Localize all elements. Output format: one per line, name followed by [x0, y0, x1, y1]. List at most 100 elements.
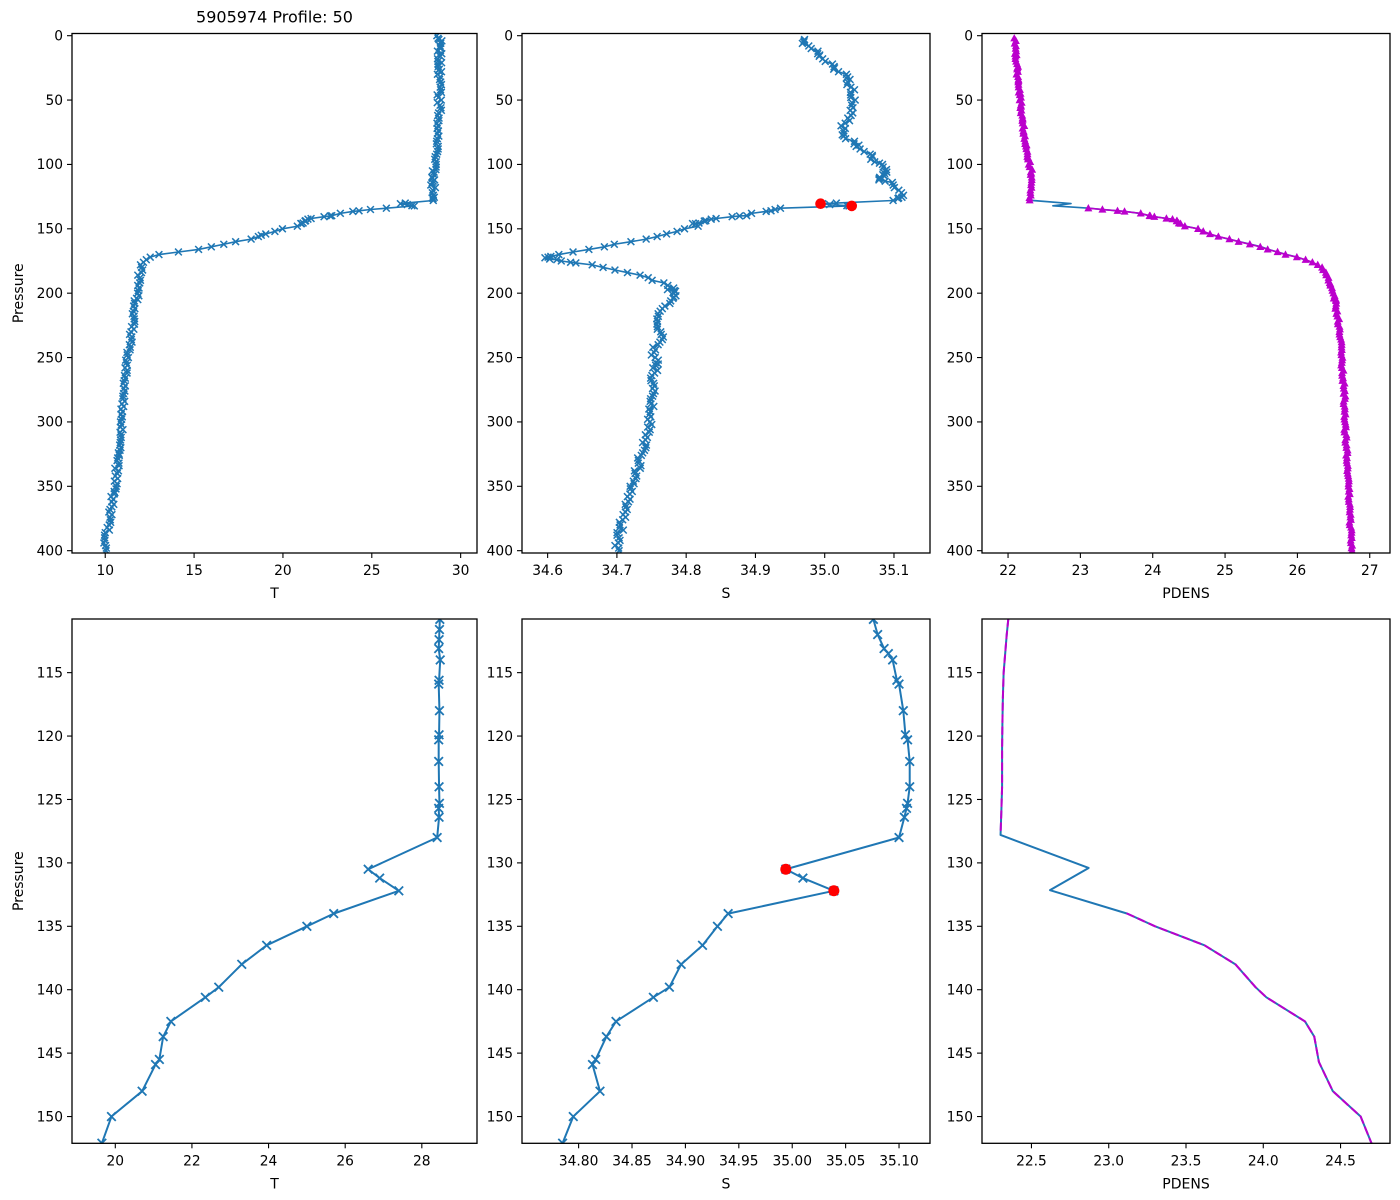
y-tick-label: 100 [487, 157, 513, 173]
x-tick-label: 24 [1144, 563, 1162, 579]
y-tick-label: 250 [487, 350, 513, 366]
x-tick-label: 25 [363, 563, 381, 579]
x-axis-label-salinity-full: S [722, 586, 731, 602]
x-tick-label: 34.80 [559, 1153, 599, 1169]
y-tick-label: 150 [37, 1109, 63, 1125]
series-qc-flagged-points-zoom [780, 863, 840, 897]
y-tick-label: 100 [947, 157, 973, 173]
y-tick-label: 0 [504, 28, 513, 44]
y-tick-label: 400 [947, 543, 973, 559]
x-tick-label: 22 [183, 1153, 201, 1169]
x-tick-label: 35.1 [879, 563, 910, 579]
y-tick-label: 130 [487, 856, 513, 872]
y-tick-label: 50 [45, 93, 63, 109]
y-tick-label: 125 [37, 792, 63, 808]
y-tick-label: 400 [37, 543, 63, 559]
y-tick-label: 130 [37, 856, 63, 872]
x-tick-label: 34.90 [666, 1153, 706, 1169]
subplot-pdens-full: 22 23 24 25 26 27 0 50 100 150 200 250 300 350 400 PDEN… [947, 28, 1391, 602]
y-axis-label-temperature-zoom: Pressure [11, 851, 27, 911]
y-tick-label: 350 [487, 479, 513, 495]
x-tick-label: 34.85 [612, 1153, 652, 1169]
x-axis-label-temperature-zoom: T [269, 1176, 279, 1192]
y-tick-label: 125 [947, 792, 973, 808]
x-tick-label: 15 [185, 563, 203, 579]
x-tick-label: 30 [452, 563, 470, 579]
x-axis-label-temperature-full: T [269, 586, 279, 602]
x-tick-label: 22.5 [1016, 1153, 1047, 1169]
subplot-temperature-zoom: 20 22 24 26 28 115 120 125 130 135 140 145 150 T Press… [11, 618, 478, 1192]
x-tick-label: 23.0 [1093, 1153, 1124, 1169]
y-tick-label: 250 [947, 350, 973, 366]
series-salinity-zoom-profile [557, 618, 915, 1144]
y-tick-label: 150 [947, 222, 973, 238]
y-tick-label: 300 [487, 415, 513, 431]
y-tick-label: 140 [947, 983, 973, 999]
x-tick-label: 35.10 [879, 1153, 919, 1169]
x-tick-label: 25 [1216, 563, 1234, 579]
x-tick-label: 35.0 [809, 563, 840, 579]
y-tick-label: 145 [37, 1046, 63, 1062]
y-tick-label: 120 [37, 729, 63, 745]
x-axis-label-pdens-zoom: PDENS [1162, 1176, 1210, 1192]
y-tick-label: 120 [947, 729, 973, 745]
x-tick-label: 34.9 [740, 563, 771, 579]
x-tick-label: 34.95 [719, 1153, 759, 1169]
x-tick-label: 34.7 [602, 563, 633, 579]
x-tick-label: 27 [1361, 563, 1379, 579]
x-axis-label-pdens-full: PDENS [1162, 586, 1210, 602]
y-tick-label: 50 [955, 93, 973, 109]
y-tick-label: 200 [37, 286, 63, 302]
series-temperature-profile [99, 33, 446, 554]
y-tick-label: 0 [964, 28, 973, 44]
y-tick-label: 150 [487, 222, 513, 238]
x-tick-label: 24 [260, 1153, 278, 1169]
y-tick-label: 150 [487, 1109, 513, 1125]
subplot-temperature-full: 10 15 20 25 30050100150200250300350400TPress… [11, 8, 478, 602]
y-tick-label: 140 [37, 983, 63, 999]
y-tick-label: 300 [947, 415, 973, 431]
y-tick-label: 250 [37, 350, 63, 366]
y-tick-label: 145 [947, 1046, 973, 1062]
x-tick-label: 34.6 [532, 563, 563, 579]
y-axis-label-temperature-full: Pressure [11, 263, 27, 323]
y-tick-label: 0 [54, 28, 63, 44]
x-axis-label-salinity-zoom: S [722, 1176, 731, 1192]
x-tick-label: 34.8 [671, 563, 702, 579]
axes-frame [521, 618, 931, 1144]
y-tick-label: 140 [487, 983, 513, 999]
figure-title: 5905974 Profile: 50 [196, 8, 353, 27]
y-tick-label: 120 [487, 729, 513, 745]
y-tick-label: 135 [37, 919, 63, 935]
axes-frame [71, 618, 478, 1144]
y-tick-label: 115 [487, 665, 513, 681]
x-tick-label: 20 [107, 1153, 125, 1169]
subplot-salinity-full: 34.6 34.7 34.8 34.9 35.0 35.1 0 50 100 150 200 250 3… [487, 28, 931, 602]
y-tick-label: 115 [37, 665, 63, 681]
y-tick-label: 100 [37, 157, 63, 173]
y-tick-label: 50 [495, 93, 513, 109]
y-tick-label: 400 [487, 543, 513, 559]
y-tick-label: 300 [37, 415, 63, 431]
y-tick-label: 125 [487, 792, 513, 808]
x-tick-label: 23 [1072, 563, 1090, 579]
x-tick-label: 24.5 [1325, 1153, 1356, 1169]
series-pdens-profile [1010, 34, 1357, 554]
y-tick-label: 135 [487, 919, 513, 935]
x-tick-label: 24.0 [1248, 1153, 1279, 1169]
y-tick-label: 115 [947, 665, 973, 681]
x-tick-label: 26 [336, 1153, 354, 1169]
series-pdens-zoom-adjusted-dashed [999, 618, 1373, 1144]
y-tick-label: 350 [947, 479, 973, 495]
y-tick-label: 135 [947, 919, 973, 935]
subplot-pdens-zoom: 22.5 23.0 23.5 24.0 24.5 115 120 125 130 135 140 14… [947, 618, 1391, 1192]
x-tick-label: 23.5 [1171, 1153, 1202, 1169]
x-tick-label: 20 [274, 563, 292, 579]
y-tick-label: 150 [37, 222, 63, 238]
series-qc-flagged-points [815, 198, 858, 212]
x-tick-label: 28 [413, 1153, 431, 1169]
subplot-salinity-zoom: 34.80 34.85 34.90 34.95 35.00 35.05 35.10 115 12… [487, 618, 931, 1192]
